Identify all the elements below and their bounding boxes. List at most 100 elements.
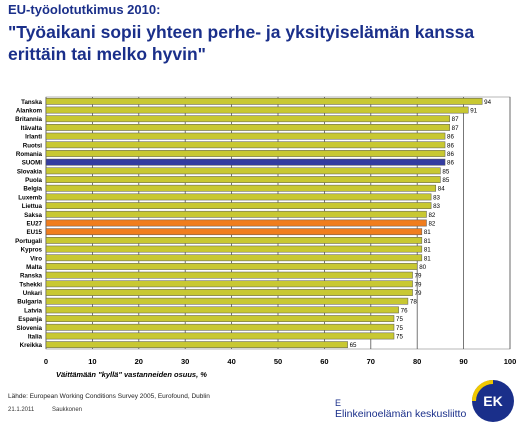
value-label: 79 <box>415 290 422 297</box>
value-label: 85 <box>442 177 449 184</box>
x-tick-label: 40 <box>227 357 235 366</box>
bar <box>45 289 413 296</box>
value-label: 86 <box>447 151 454 158</box>
bar <box>45 106 469 114</box>
value-label: 81 <box>424 247 431 254</box>
category-label: Slovenia <box>17 325 43 332</box>
value-label: 81 <box>424 255 431 262</box>
bar <box>45 202 432 209</box>
bar <box>45 323 395 331</box>
bar <box>45 341 348 349</box>
value-label: 87 <box>452 116 459 123</box>
footer-author: Saukkonen <box>52 407 83 413</box>
category-label: EU27 <box>27 221 43 228</box>
value-label: 84 <box>438 186 445 193</box>
category-label: Bulgaria <box>17 299 42 306</box>
category-label: Latvia <box>24 307 42 314</box>
category-label: Ruotsi <box>23 142 43 149</box>
bar <box>45 124 450 131</box>
bar <box>45 210 427 218</box>
value-label: 81 <box>424 229 431 236</box>
category-label: Romania <box>16 151 43 158</box>
value-label: 79 <box>415 281 422 288</box>
x-tick-label: 70 <box>367 357 375 366</box>
bar <box>45 263 418 270</box>
ek-logo: EK <box>472 380 514 422</box>
category-label: Liettua <box>22 203 43 210</box>
bar <box>45 167 441 175</box>
bar <box>45 184 437 192</box>
bar <box>45 271 413 279</box>
chart-title: "Työaikani sopii yhteen perhe- ja yksity… <box>8 22 475 64</box>
category-label: Itävalta <box>21 125 43 132</box>
bar <box>45 141 446 149</box>
value-label: 80 <box>419 264 426 271</box>
bar <box>45 115 450 123</box>
category-label: Kreikka <box>20 342 43 349</box>
value-label: 79 <box>415 273 422 280</box>
bar <box>45 158 446 166</box>
value-label: 86 <box>447 142 454 149</box>
chart-suptitle: EU-työolotutkimus 2010: <box>8 2 161 17</box>
value-label: 94 <box>484 99 491 106</box>
category-label: Viro <box>30 255 42 262</box>
bar <box>45 297 409 305</box>
category-label: Belgia <box>23 186 42 193</box>
bar <box>45 315 395 322</box>
category-label: Ranska <box>20 273 43 280</box>
category-label: Irlanti <box>25 134 42 141</box>
category-label: Puola <box>25 177 42 184</box>
bar <box>45 193 432 201</box>
value-label: 78 <box>410 299 417 306</box>
value-label: 91 <box>470 108 477 115</box>
bar <box>45 228 423 236</box>
value-label: 82 <box>428 212 435 219</box>
org-mark: E <box>335 398 342 408</box>
category-label: Alankom <box>16 108 43 115</box>
value-label: 81 <box>424 238 431 245</box>
x-tick-label: 20 <box>135 357 143 366</box>
category-label: Malta <box>26 264 42 271</box>
value-label: 82 <box>428 221 435 228</box>
category-label: Kypros <box>21 247 43 254</box>
x-tick-label: 80 <box>413 357 421 366</box>
x-axis-title: Väittämään "kyllä" vastanneiden osuus, % <box>56 370 207 379</box>
bar <box>45 97 483 105</box>
bar <box>45 176 441 183</box>
bar <box>45 254 423 262</box>
value-label: 65 <box>350 342 357 349</box>
org-name: Elinkeinoelämän keskusliitto <box>335 408 467 420</box>
value-label: 87 <box>452 125 459 132</box>
category-label: Italia <box>28 333 43 340</box>
value-label: 76 <box>401 307 408 314</box>
value-label: 75 <box>396 325 403 332</box>
logo-arc <box>472 380 494 402</box>
category-label: Portugali <box>15 238 42 245</box>
logo-circle <box>472 380 514 422</box>
value-label: 75 <box>396 316 403 323</box>
value-label: 75 <box>396 333 403 340</box>
category-label: EU15 <box>27 229 43 236</box>
bar <box>45 332 395 340</box>
category-label: Tanska <box>21 99 42 106</box>
x-tick-label: 60 <box>320 357 328 366</box>
value-label: 86 <box>447 160 454 167</box>
bar <box>45 280 413 288</box>
category-label: Britannia <box>15 116 42 123</box>
logo-text: EK <box>483 393 502 409</box>
bar <box>45 132 446 140</box>
value-label: 85 <box>442 168 449 175</box>
bar <box>45 150 446 157</box>
value-label: 83 <box>433 194 440 201</box>
bar <box>45 219 427 227</box>
category-label: Saksa <box>24 212 42 219</box>
category-label: Slovakia <box>17 168 43 175</box>
bar <box>45 237 423 244</box>
category-label: Luxemb <box>18 194 42 201</box>
value-label: 86 <box>447 134 454 141</box>
category-label: SUOMI <box>22 160 43 167</box>
x-tick-label: 100 <box>504 357 517 366</box>
x-tick-label: 30 <box>181 357 189 366</box>
bar <box>45 306 399 314</box>
